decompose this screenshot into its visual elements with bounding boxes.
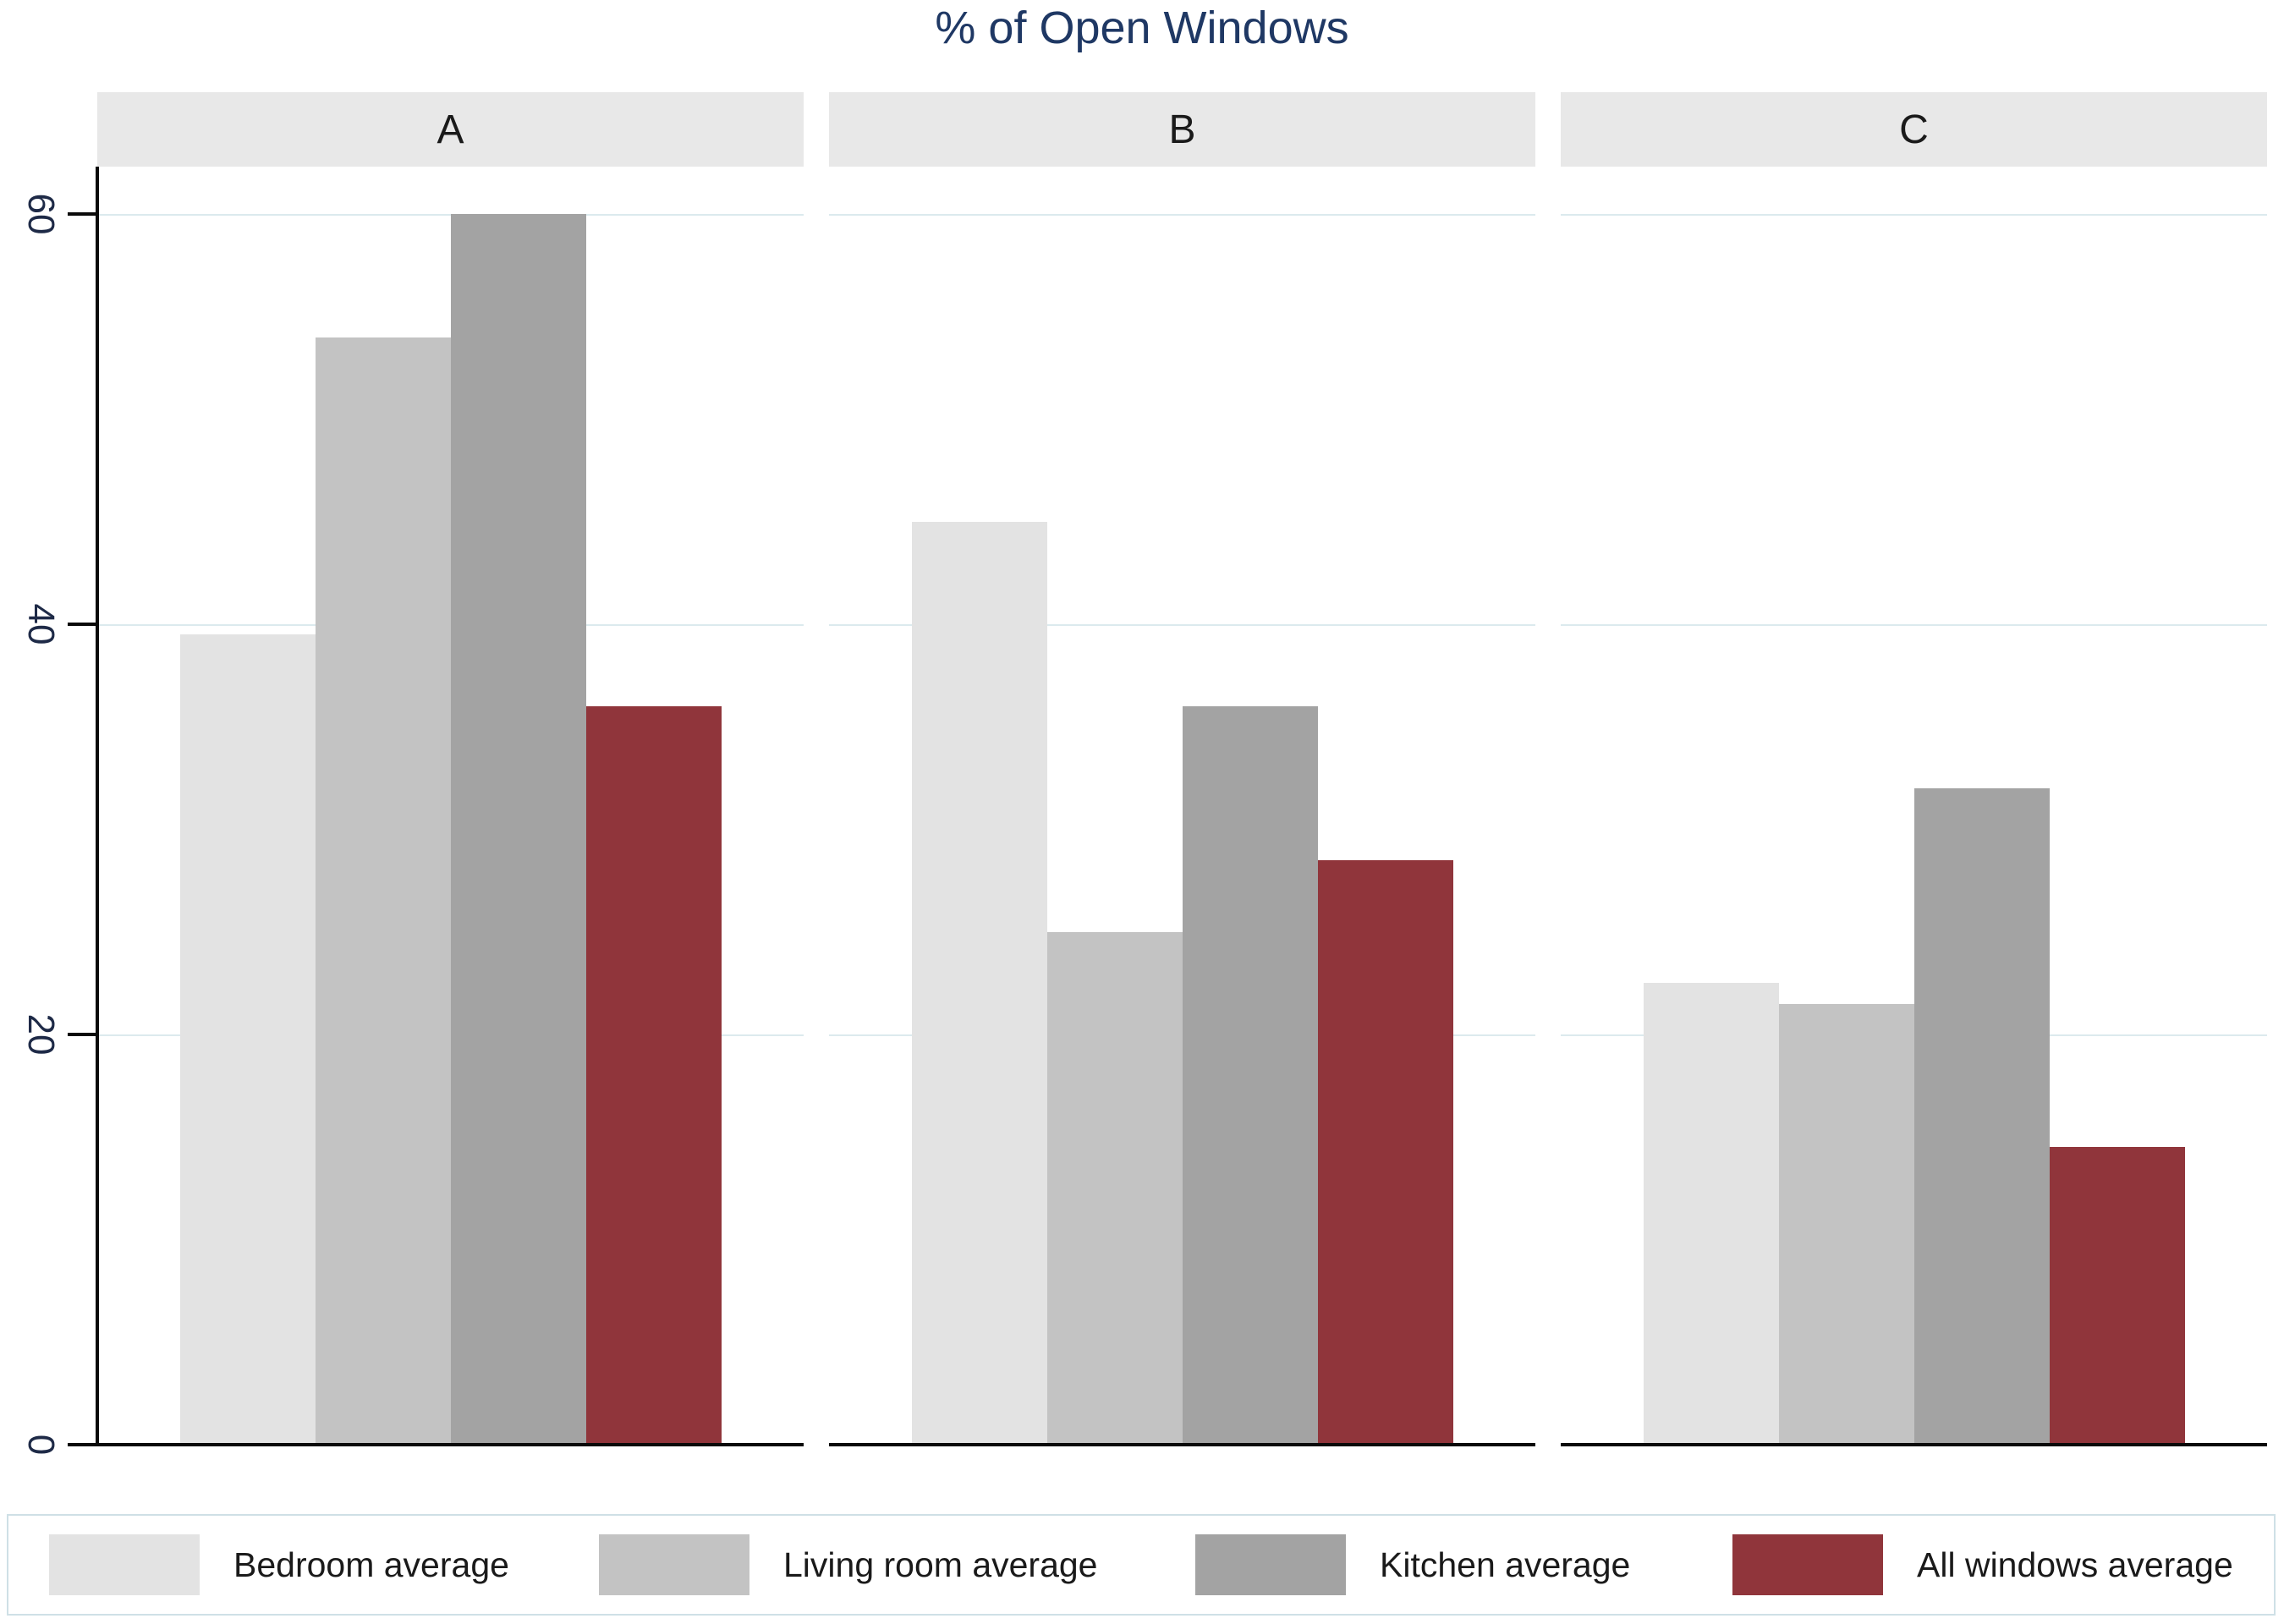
legend-label: Bedroom average (233, 1544, 509, 1584)
legend-entry-bedroom-average: Bedroom average (49, 1516, 509, 1614)
legend-label: Kitchen average (1380, 1544, 1631, 1584)
legend-entry-kitchen-average: Kitchen average (1195, 1516, 1630, 1614)
legend-swatch (49, 1534, 200, 1595)
y-tick-label-20: 20 (20, 1013, 62, 1056)
y-tick-label-60: 60 (20, 193, 62, 235)
legend-swatch (1732, 1534, 1883, 1595)
x-axis-baseline-A (97, 1443, 804, 1446)
gridline-40 (829, 624, 1535, 626)
panel-header-A: A (97, 92, 804, 167)
x-axis-baseline-C (1561, 1443, 2267, 1446)
y-tick-label-40: 40 (20, 603, 62, 645)
bar-A-living-room-average (315, 337, 451, 1445)
panel-plot-A (97, 169, 804, 1446)
bar-B-bedroom-average (911, 521, 1047, 1445)
panel-header-B: B (829, 92, 1535, 167)
gridline-60 (829, 214, 1535, 216)
bar-C-all-windows-average (2049, 1147, 2185, 1445)
bar-B-kitchen-average (1182, 706, 1318, 1445)
y-tick-20 (68, 1033, 96, 1036)
legend-entry-all-windows-average: All windows average (1732, 1516, 2233, 1614)
panel-plot-C (1561, 169, 2267, 1446)
legend: Bedroom average Living room average Kitche… (7, 1514, 2276, 1616)
panel-header-C: C (1561, 92, 2267, 167)
gridline-60 (1561, 214, 2267, 216)
bar-B-living-room-average (1046, 931, 1183, 1445)
bar-A-bedroom-average (179, 634, 316, 1445)
gridline-40 (1561, 624, 2267, 626)
x-axis-baseline-B (829, 1443, 1535, 1446)
bar-C-kitchen-average (1913, 788, 2050, 1445)
bar-B-all-windows-average (1317, 859, 1453, 1445)
y-tick-label-0: 0 (20, 1434, 62, 1456)
legend-swatch (1195, 1534, 1346, 1595)
bar-A-all-windows-average (585, 706, 722, 1445)
chart-title: % of Open Windows (935, 3, 1349, 53)
legend-label: Living room average (783, 1544, 1098, 1584)
y-axis-line (96, 167, 99, 1446)
bar-C-living-room-average (1778, 1003, 1914, 1445)
bar-A-kitchen-average (450, 214, 586, 1445)
panel-plot-B (829, 169, 1535, 1446)
y-tick-0 (68, 1443, 96, 1446)
y-tick-40 (68, 623, 96, 626)
legend-label: All windows average (1917, 1544, 2233, 1584)
legend-swatch (599, 1534, 749, 1595)
legend-entry-living-room-average: Living room average (599, 1516, 1097, 1614)
bar-C-bedroom-average (1643, 983, 1779, 1445)
y-tick-60 (68, 212, 96, 216)
